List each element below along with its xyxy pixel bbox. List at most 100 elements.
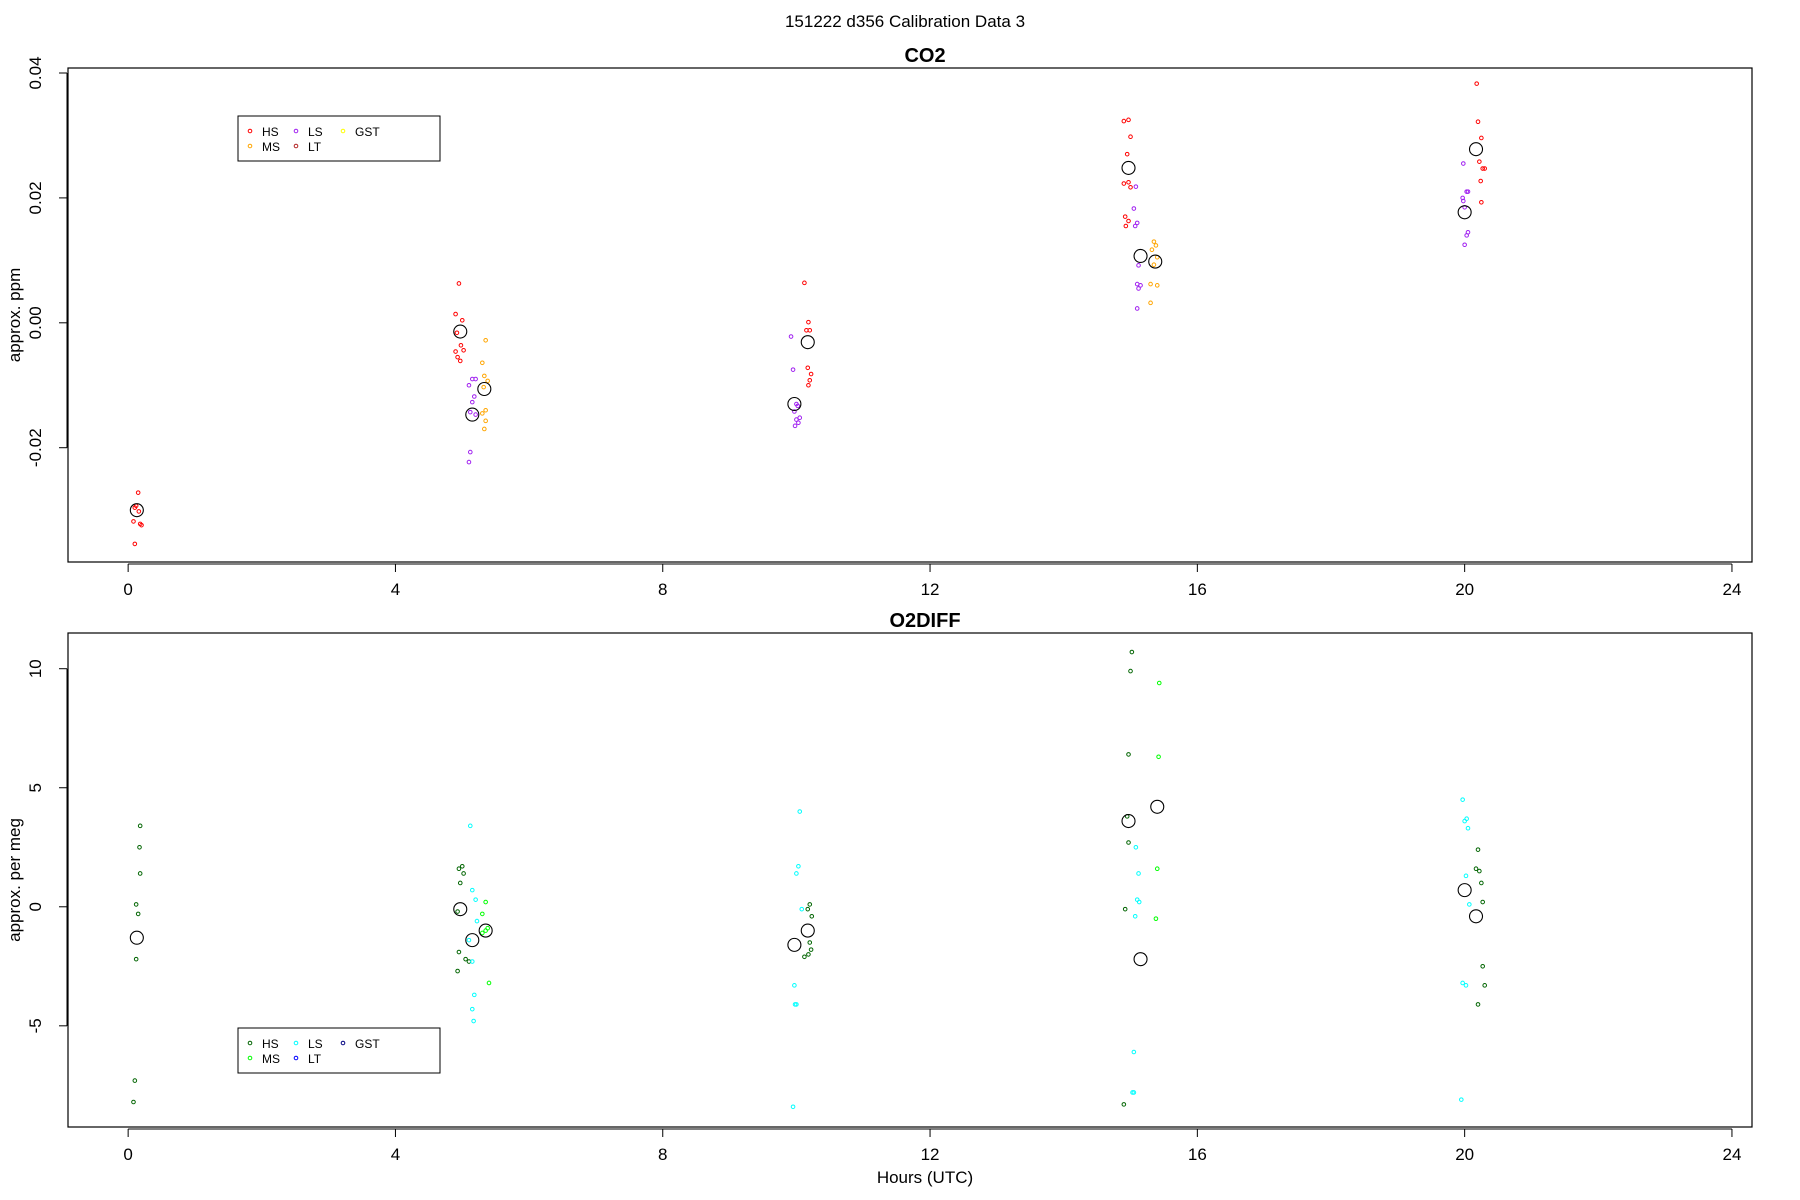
- legend-box: [237, 115, 441, 162]
- legend-marker: [293, 1055, 299, 1061]
- data-point-hs: [139, 522, 144, 528]
- data-point-hs: [807, 940, 813, 945]
- x-tick-label: 8: [658, 580, 667, 599]
- legend-marker: [293, 1040, 299, 1046]
- x-tick-label: 12: [921, 1145, 940, 1164]
- legend-label: GST: [355, 1037, 380, 1051]
- data-point-ls: [1461, 198, 1466, 204]
- plot-frame: [67, 632, 1753, 1128]
- data-point-hs: [1482, 983, 1487, 988]
- mean-point: [478, 923, 493, 938]
- data-point-ms: [486, 980, 492, 986]
- legend-marker: [340, 128, 346, 134]
- x-tick-label: 20: [1455, 1145, 1474, 1164]
- data-point-hs: [131, 519, 136, 524]
- data-point-hs: [805, 365, 811, 371]
- data-point-ls: [797, 809, 803, 814]
- data-point-hs: [1475, 1002, 1481, 1007]
- data-point-hs: [454, 330, 460, 336]
- y-tick-label: 0.04: [26, 56, 45, 89]
- data-point-ms: [1151, 262, 1157, 268]
- data-point-hs: [459, 864, 465, 869]
- data-point-ls: [788, 334, 794, 339]
- data-point-hs: [1477, 159, 1482, 164]
- data-point-ls: [794, 871, 799, 876]
- mean-point: [129, 930, 144, 945]
- data-point-hs: [458, 342, 464, 348]
- data-point-hs: [1122, 906, 1128, 912]
- x-tick-label: 16: [1188, 580, 1207, 599]
- data-point-hs: [457, 358, 463, 364]
- data-point-hs: [135, 490, 141, 495]
- legend-label: HS: [262, 1037, 279, 1051]
- data-point-ls: [1136, 286, 1141, 291]
- x-tick-label: 16: [1188, 1145, 1207, 1164]
- data-point-hs: [1121, 118, 1127, 124]
- data-point-hs: [1475, 847, 1481, 852]
- mean-point: [1468, 909, 1484, 924]
- data-point-hs: [1479, 880, 1484, 886]
- data-point-hs: [806, 382, 811, 388]
- legend-label: LS: [308, 1037, 323, 1051]
- data-point-ls: [466, 382, 472, 388]
- data-point-hs: [802, 954, 807, 960]
- data-point-ls: [1133, 844, 1139, 850]
- data-point-ms: [483, 928, 488, 933]
- y-tick-label: -5: [26, 1018, 45, 1033]
- y-tick-label: 5: [26, 783, 45, 792]
- data-point-ls: [795, 403, 801, 409]
- legend-marker: [247, 1055, 253, 1061]
- data-point-ls: [1136, 899, 1142, 905]
- data-point-hs: [461, 871, 466, 876]
- o2diff-panel: O2DIFF 0 4 8 12 16 20 24 -5 0 5 10 approx. per meg Ho…: [5, 610, 1753, 1187]
- legend-marker: [247, 1040, 253, 1046]
- data-point-ls: [471, 1018, 476, 1024]
- data-point-ls: [792, 409, 797, 414]
- data-point-ls: [1467, 902, 1472, 907]
- data-point-ls: [474, 918, 480, 924]
- data-point-hs: [1478, 178, 1483, 184]
- mean-point: [800, 923, 815, 938]
- data-point-hs: [809, 914, 815, 919]
- data-point-hs: [805, 906, 811, 912]
- mean-point: [129, 503, 144, 518]
- data-point-ms: [480, 930, 485, 936]
- legend-marker: [340, 1040, 346, 1046]
- data-point-hs: [1126, 840, 1131, 845]
- data-point-ls: [792, 423, 798, 429]
- y-tick-label: 0.02: [26, 181, 45, 214]
- data-point-ms: [482, 426, 487, 432]
- data-point-hs: [463, 956, 468, 962]
- data-point-ls: [1463, 983, 1469, 988]
- data-point-ms: [480, 411, 485, 416]
- y-tick-label: -0.02: [26, 428, 45, 467]
- mean-point: [800, 335, 815, 350]
- legend-label: LS: [308, 125, 323, 139]
- data-point-ms: [1151, 239, 1157, 244]
- data-point-hs: [1126, 218, 1131, 224]
- mean-point: [787, 937, 802, 952]
- legend-label: LT: [308, 1052, 322, 1066]
- legend-marker: [293, 128, 299, 134]
- data-point-hs: [807, 902, 813, 907]
- mean-point: [1133, 248, 1148, 264]
- data-point-ls: [1460, 797, 1465, 802]
- chart-title: O2DIFF: [889, 610, 960, 632]
- mean-point: [477, 381, 492, 397]
- data-point-ls: [1136, 263, 1141, 268]
- data-point-ls: [1131, 206, 1137, 211]
- data-point-hs: [1477, 868, 1482, 874]
- legend-marker: [247, 128, 253, 134]
- legend-label: LT: [308, 140, 322, 154]
- data-point-hs: [455, 968, 460, 974]
- data-point-ls: [471, 992, 477, 998]
- data-point-ms: [1156, 754, 1161, 760]
- data-point-hs: [461, 347, 466, 353]
- data-point-ls: [797, 415, 803, 421]
- data-point-ms: [1154, 283, 1160, 288]
- legend-label: MS: [262, 1052, 280, 1066]
- data-point-hs: [1480, 964, 1485, 969]
- x-tick-label: 20: [1455, 580, 1474, 599]
- data-point-ls: [790, 367, 796, 372]
